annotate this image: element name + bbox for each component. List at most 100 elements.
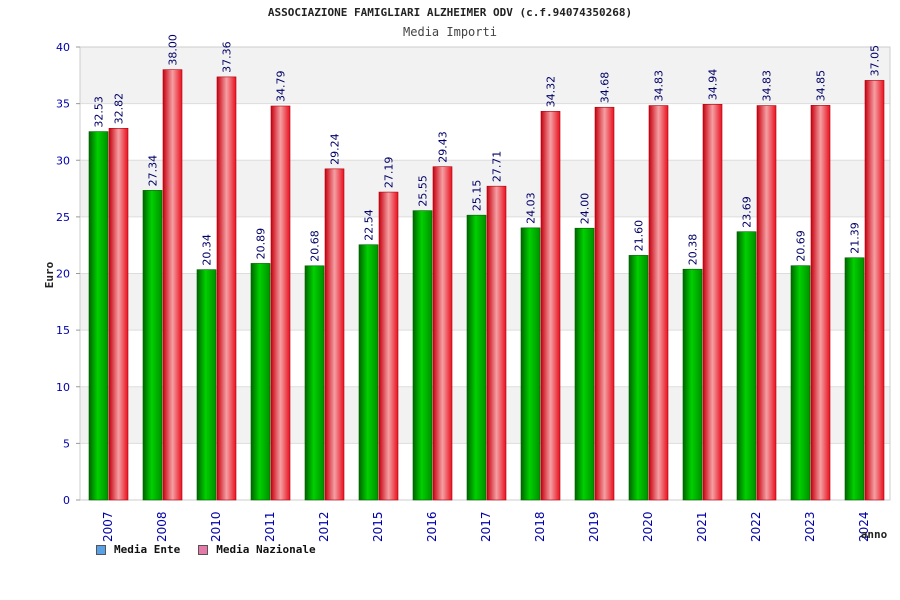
y-axis-label: Euro xyxy=(43,261,56,288)
x-tick-label: 2012 xyxy=(317,511,331,542)
data-label: 24.03 xyxy=(525,192,538,224)
legend-swatch-media-ente xyxy=(96,544,106,555)
data-label: 20.68 xyxy=(309,230,322,262)
x-tick-label: 2015 xyxy=(371,511,385,542)
data-label: 25.15 xyxy=(471,180,484,212)
x-tick-label: 2021 xyxy=(695,511,709,542)
bar-media-nazionale xyxy=(486,185,507,501)
bar-media-nazionale xyxy=(324,168,345,501)
bar-media-ente xyxy=(196,269,217,501)
data-label: 37.36 xyxy=(221,41,234,73)
data-label: 27.71 xyxy=(491,151,504,183)
bar-media-ente xyxy=(628,255,649,501)
bar-media-ente xyxy=(682,268,703,501)
y-axis: 0 5 10 15 20 25 30 35 40 xyxy=(56,41,80,507)
data-label: 21.39 xyxy=(849,222,862,254)
bar-media-ente xyxy=(520,227,541,501)
x-tick-label: 2019 xyxy=(587,511,601,542)
x-tick-label: 2018 xyxy=(533,511,547,542)
data-label: 20.89 xyxy=(255,228,268,260)
chart-title: ASSOCIAZIONE FAMIGLIARI ALZHEIMER ODV (c… xyxy=(267,6,633,19)
data-label: 27.19 xyxy=(383,157,396,189)
legend-item-media-ente: Media Ente xyxy=(96,543,180,556)
data-label: 20.38 xyxy=(687,234,700,266)
legend-label: Media Ente xyxy=(114,543,181,556)
bar-media-ente xyxy=(736,231,757,501)
bar-media-ente xyxy=(412,210,433,501)
chart-subtitle: Media Importi xyxy=(403,25,497,39)
bar-media-ente xyxy=(574,227,595,501)
bar-media-nazionale xyxy=(108,128,129,501)
data-label: 20.69 xyxy=(795,230,808,262)
y-tick-label: 35 xyxy=(56,98,70,111)
bar-media-ente xyxy=(466,214,487,501)
bar-media-ente xyxy=(304,265,325,501)
data-label: 20.34 xyxy=(201,234,214,266)
y-tick-label: 40 xyxy=(56,41,70,54)
data-label: 38.00 xyxy=(167,34,180,66)
data-label: 32.53 xyxy=(93,96,106,128)
data-label: 32.82 xyxy=(113,93,126,125)
x-axis: 2007 2008 2010 2011 2012 2015 2016 2017 2018 2019… xyxy=(101,511,871,542)
data-label: 34.94 xyxy=(707,69,720,101)
x-tick-label: 2010 xyxy=(209,511,223,542)
data-label: 27.34 xyxy=(147,155,160,187)
x-tick-label: 2023 xyxy=(803,511,817,542)
y-tick-label: 25 xyxy=(56,211,70,224)
x-tick-label: 2011 xyxy=(263,511,277,542)
data-label: 24.00 xyxy=(579,193,592,225)
grid-band xyxy=(80,103,890,161)
bar-media-ente xyxy=(142,190,163,501)
legend-swatch-media-nazionale xyxy=(198,544,209,555)
x-tick-label: 2020 xyxy=(641,511,655,542)
legend-item-media-nazionale: Media Nazionale xyxy=(198,543,316,556)
data-label: 29.24 xyxy=(329,133,342,165)
bar-media-nazionale xyxy=(594,106,615,501)
bar-media-nazionale xyxy=(648,105,669,501)
x-axis-label: anno xyxy=(861,528,888,541)
bar-media-ente xyxy=(88,131,109,501)
data-label: 34.83 xyxy=(653,70,666,102)
data-label: 34.85 xyxy=(815,70,828,102)
bar-media-nazionale xyxy=(270,105,291,501)
x-tick-label: 2024 xyxy=(857,511,871,542)
bar-media-nazionale xyxy=(162,69,183,501)
bar-media-nazionale xyxy=(702,104,723,501)
bar-media-ente xyxy=(790,265,811,501)
data-label: 23.69 xyxy=(741,196,754,228)
x-tick-label: 2022 xyxy=(749,511,763,542)
grid-band xyxy=(80,160,890,217)
bar-media-nazionale xyxy=(216,76,237,501)
x-tick-label: 2017 xyxy=(479,511,493,542)
y-tick-label: 20 xyxy=(56,268,70,281)
y-tick-label: 10 xyxy=(56,381,70,394)
data-label: 34.79 xyxy=(275,71,288,103)
data-label: 34.68 xyxy=(599,72,612,104)
data-label: 21.60 xyxy=(633,220,646,252)
data-label: 34.83 xyxy=(761,70,774,102)
y-tick-label: 15 xyxy=(56,324,70,337)
bar-media-ente xyxy=(358,244,379,501)
x-tick-label: 2007 xyxy=(101,511,115,542)
legend: Media Ente Media Nazionale xyxy=(96,543,316,556)
bar-media-nazionale xyxy=(810,105,831,501)
bar-media-ente xyxy=(844,257,865,501)
bar-media-nazionale xyxy=(756,105,777,501)
data-label: 29.43 xyxy=(437,131,450,163)
bar-media-nazionale xyxy=(432,166,453,501)
data-label: 22.54 xyxy=(363,209,376,241)
bar-media-nazionale xyxy=(378,191,399,501)
y-tick-label: 30 xyxy=(56,154,70,167)
bars: 32.53 32.82 27.34 38.00 20.34 37.36 20.89 34.79… xyxy=(88,34,885,501)
y-tick-label: 0 xyxy=(63,494,70,507)
y-tick-label: 5 xyxy=(63,437,70,450)
data-label: 34.32 xyxy=(545,76,558,108)
data-label: 25.55 xyxy=(417,175,430,207)
legend-label: Media Nazionale xyxy=(216,543,316,556)
bar-media-ente xyxy=(250,263,271,501)
bar-media-nazionale xyxy=(540,111,561,501)
data-label: 37.05 xyxy=(869,45,882,77)
x-tick-label: 2016 xyxy=(425,511,439,542)
grid-band xyxy=(80,47,890,104)
